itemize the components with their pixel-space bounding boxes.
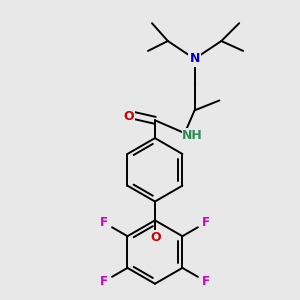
Text: F: F [202, 216, 210, 229]
Text: O: O [123, 110, 134, 123]
Text: F: F [100, 216, 108, 229]
Text: O: O [151, 231, 161, 244]
Text: F: F [100, 275, 108, 288]
Text: NH: NH [182, 129, 203, 142]
Text: N: N [189, 52, 200, 65]
Text: F: F [202, 275, 210, 288]
